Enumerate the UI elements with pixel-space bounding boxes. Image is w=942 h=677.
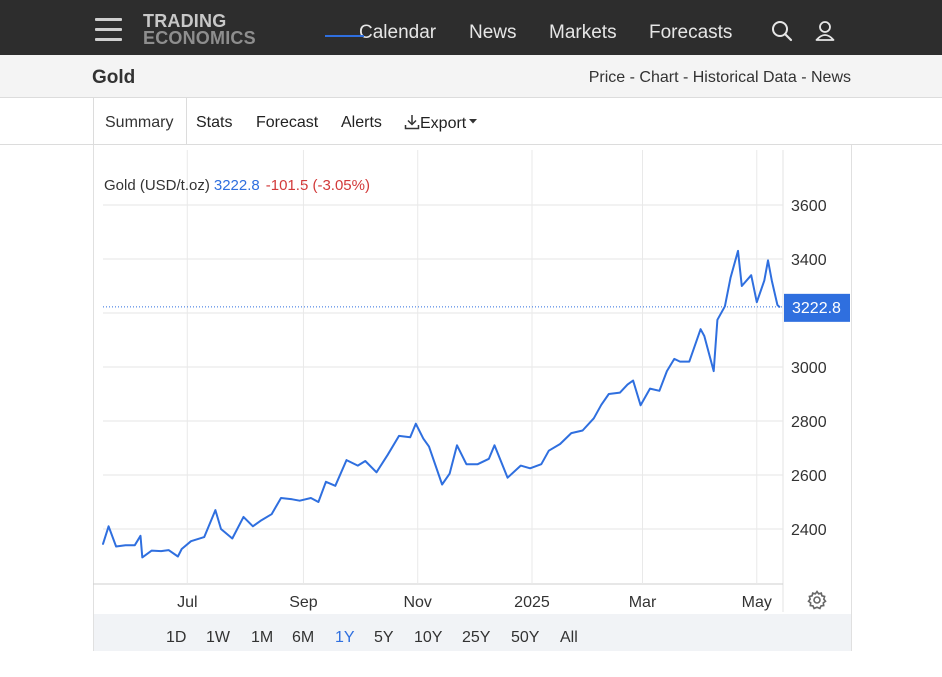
legend-series-name: Gold (USD/t.oz) <box>104 177 210 194</box>
logo-line1: TRADING <box>143 11 227 31</box>
sub-link-separator: - <box>625 69 640 86</box>
tab-export[interactable]: Export <box>404 114 478 133</box>
series-line-gold <box>102 249 781 559</box>
sub-link-separator: - <box>678 69 693 86</box>
nav-calendar[interactable]: Calendar <box>359 22 437 43</box>
tab-summary-label: Summary <box>105 114 174 131</box>
link-price[interactable]: Price <box>588 69 626 86</box>
y-tick-label: 2800 <box>791 414 827 431</box>
gear-icon[interactable] <box>807 590 827 610</box>
y-tick-label: 3000 <box>791 360 827 377</box>
range-selector: 1D 1W 1M 6M 1Y 5Y 10Y 25Y 50Y All <box>93 614 852 651</box>
link-news[interactable]: News <box>810 69 851 86</box>
link-historical-data[interactable]: Historical Data <box>692 69 797 86</box>
active-range-underline <box>325 35 364 37</box>
tabs-row: Summary Stats Forecast Alerts Export <box>0 98 942 145</box>
last-price-label: 3222.8 <box>792 300 841 317</box>
sub-link-separator: - <box>796 69 811 86</box>
search-icon[interactable] <box>771 20 793 42</box>
range-25y[interactable]: 25Y <box>462 629 491 646</box>
range-1y[interactable]: 1Y <box>335 629 355 646</box>
range-10y[interactable]: 10Y <box>414 629 443 646</box>
tab-export-label: Export <box>420 115 467 132</box>
y-tick-label: 2600 <box>791 468 827 485</box>
y-tick-label: 3600 <box>791 198 827 215</box>
nav-news[interactable]: News <box>469 22 517 43</box>
range-1w[interactable]: 1W <box>206 629 230 646</box>
caret-down-icon <box>469 119 478 124</box>
range-all[interactable]: All <box>560 629 578 646</box>
nav-forecasts[interactable]: Forecasts <box>649 22 733 43</box>
tab-forecast[interactable]: Forecast <box>256 114 319 131</box>
x-tick-label: 2025 <box>514 594 550 611</box>
sub-links: Price - Chart - Historical Data - News <box>589 69 851 87</box>
range-1d[interactable]: 1D <box>166 629 187 646</box>
range-5y[interactable]: 5Y <box>374 629 394 646</box>
x-tick-label: Mar <box>629 594 657 611</box>
range-50y[interactable]: 50Y <box>511 629 540 646</box>
instrument-header: Gold Price - Chart - Historical Data - N… <box>0 55 942 98</box>
nav-markets[interactable]: Markets <box>549 22 617 43</box>
x-tick-label: May <box>742 594 772 611</box>
logo-line2: ECONOMICS <box>143 28 256 48</box>
last-price-box <box>784 293 850 322</box>
legend-price: 3222.8 <box>213 177 260 194</box>
range-6m[interactable]: 6M <box>292 629 315 646</box>
download-icon <box>404 115 420 130</box>
link-chart[interactable]: Chart <box>639 69 679 86</box>
range-1m[interactable]: 1M <box>251 629 274 646</box>
hamburger-menu-icon[interactable] <box>95 18 123 41</box>
x-tick-label: Sep <box>289 594 318 611</box>
chart-panel <box>93 145 852 651</box>
page-title: Gold <box>92 67 136 88</box>
chart-legend: Gold (USD/t.oz) 3222.8 -101.5 (-3.05%) <box>104 177 370 194</box>
top-nav-bar: TRADING ECONOMICS Calendar News Markets … <box>0 0 942 55</box>
tab-stats[interactable]: Stats <box>196 114 233 131</box>
y-tick-label: 3400 <box>791 252 827 269</box>
tab-alerts[interactable]: Alerts <box>341 114 382 131</box>
user-icon[interactable] <box>815 20 835 42</box>
x-tick-label: Jul <box>177 594 197 611</box>
x-tick-label: Nov <box>403 594 431 611</box>
legend-change: -101.5 (-3.05%) <box>265 177 370 194</box>
tab-summary[interactable]: Summary <box>93 98 187 144</box>
y-tick-label: 2400 <box>791 522 827 539</box>
trading-economics-logo[interactable]: TRADING ECONOMICS <box>143 11 256 48</box>
